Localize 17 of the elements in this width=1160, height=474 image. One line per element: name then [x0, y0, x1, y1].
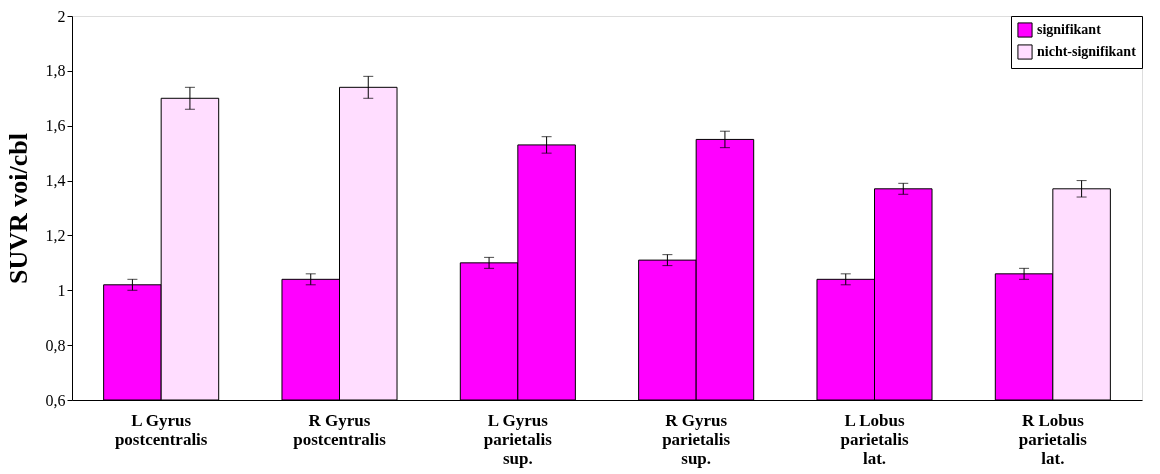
- y-tick-label: 1,2: [45, 226, 66, 244]
- x-tick-label: R Gyrus postcentralis: [293, 410, 387, 449]
- y-tick-label: 0,8: [45, 336, 66, 354]
- x-tick-label: L Gyrus postcentralis: [114, 410, 208, 449]
- y-tick-label: 1,8: [45, 62, 66, 80]
- legend-label: signifikant: [1037, 22, 1102, 37]
- y-tick-label: 2: [57, 7, 66, 25]
- y-tick-label: 1,6: [45, 117, 66, 135]
- y-tick-label: 0,6: [45, 391, 66, 409]
- x-tick-label: L Lobus parietalis lat.: [840, 410, 909, 468]
- y-axis-title: SUVR voi/cbl: [3, 133, 33, 284]
- x-tick-label: L Gyrus parietalis sup.: [483, 410, 553, 468]
- x-tick-label: R Lobus parietalis lat.: [1018, 410, 1088, 468]
- legend-label: nicht-signifikant: [1037, 44, 1137, 59]
- y-tick-label: 1,4: [45, 172, 66, 190]
- x-tick-label: R Gyrus parietalis sup.: [662, 410, 731, 468]
- y-tick-label: 1: [57, 281, 66, 299]
